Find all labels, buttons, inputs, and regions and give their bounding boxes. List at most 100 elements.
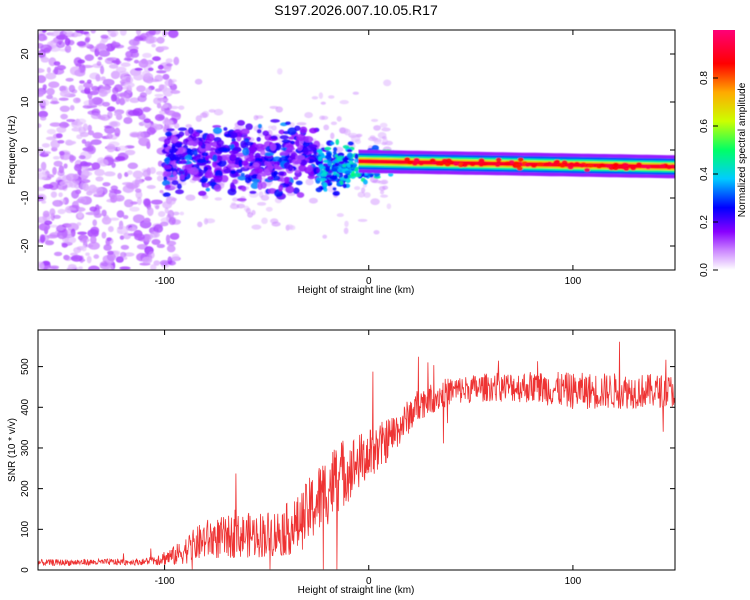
spectrogram-cell: [83, 82, 94, 89]
spectrogram-cell: [277, 171, 285, 176]
spectrogram-cell: [353, 172, 362, 178]
spectrogram-cell: [165, 110, 176, 116]
spectrogram-cell: [350, 135, 361, 143]
spectrogram-cell: [106, 133, 113, 140]
spectrogram-cell: [356, 133, 363, 138]
spectrogram-cell: [86, 255, 92, 264]
spectrogram-cell: [38, 168, 43, 172]
spectrogram-cell: [178, 160, 188, 165]
spectrogram-cell: [145, 87, 153, 95]
spectrogram-cell: [418, 161, 425, 166]
spectrogram-cell: [117, 145, 128, 151]
spectrogram-cell: [298, 164, 307, 172]
y-tick-label: 0: [20, 567, 31, 573]
spectrogram-cell: [98, 49, 111, 57]
spectrogram-cell: [524, 163, 531, 167]
spectrogram-cell: [156, 243, 165, 249]
spectrogram-cell: [296, 122, 307, 126]
spectrogram-cell: [249, 190, 257, 195]
spectrogram-cell: [171, 143, 176, 149]
spectrogram-cell: [143, 198, 151, 207]
spectrogram-cell: [83, 171, 93, 176]
spectrogram-cell: [40, 56, 50, 63]
spectrogram-cell: [226, 163, 237, 169]
spectrogram-cell: [77, 59, 85, 64]
spectrogram-cell: [257, 182, 263, 190]
spectrogram-cell: [151, 43, 156, 48]
x-tick-label: 100: [565, 576, 582, 587]
spectrogram-cell: [320, 101, 326, 105]
spectrogram-cell: [171, 180, 179, 186]
spectrogram-cell: [87, 130, 95, 136]
spectrogram-cell: [175, 189, 184, 195]
spectrogram-cell: [171, 136, 179, 143]
spectrogram-cell: [108, 225, 114, 233]
spectrogram-cell: [478, 158, 485, 163]
spectrogram-cell: [64, 44, 72, 53]
spectrogram-cell: [71, 200, 79, 210]
spectrogram-cell: [448, 160, 454, 164]
spectrogram-cell: [296, 133, 306, 142]
spectrogram-cell: [106, 264, 114, 270]
spectrogram-cell: [543, 162, 550, 166]
spectrogram-cell: [165, 234, 171, 244]
spectrogram-cell: [179, 211, 185, 216]
colorbar-tick-label: 0.4: [699, 167, 710, 181]
colorbar-ticks: 0.0 0.2 0.4 0.6 0.8: [699, 71, 718, 277]
spectrogram-cell: [55, 34, 68, 40]
spectrogram-cell: [325, 166, 331, 173]
spectrogram-cell: [49, 208, 56, 217]
spectrogram-cell: [641, 164, 647, 169]
spectrogram-cell: [294, 169, 300, 173]
spectrogram-cell: [336, 182, 341, 187]
spectrogram-cell: [119, 97, 126, 106]
spectrogram-cell: [86, 79, 92, 84]
spectrogram-cell: [195, 115, 202, 122]
spectrogram-cell: [169, 105, 179, 110]
spectrogram-cell: [146, 167, 151, 175]
spectrogram-cell: [229, 153, 237, 161]
spectrogram-cell: [135, 190, 143, 200]
spectrogram-cell: [441, 158, 448, 163]
spectrogram-cell: [352, 164, 357, 169]
spectrogram-cell: [141, 256, 153, 264]
spectrogram-cell: [295, 154, 306, 161]
spectrogram-cell: [612, 162, 619, 167]
spectrogram-cell: [50, 191, 58, 198]
spectrogram-cell: [293, 176, 299, 180]
spectrogram-cell: [346, 152, 353, 159]
spectrogram-cell: [78, 155, 86, 160]
spectrogram-cell: [133, 73, 144, 81]
chart-title: S197.2026.007.10.05.R17: [274, 2, 438, 18]
spectrogram-cell: [107, 30, 119, 37]
spectrogram-cell: [76, 118, 87, 125]
spectrogram-cell: [48, 81, 60, 89]
spectrogram-cell: [53, 160, 63, 167]
spectrogram-cell: [85, 252, 90, 256]
spectrogram-cell: [212, 127, 223, 135]
spectrogram-cell: [192, 131, 200, 138]
spectrogram-cell: [333, 147, 338, 152]
spectrogram-cell: [108, 120, 121, 128]
spectrogram-cell: [212, 161, 217, 168]
spectrogram-cell: [144, 234, 152, 243]
spectrogram-cell: [347, 141, 354, 146]
spectrogram-cell: [127, 162, 139, 170]
spectrogram-cell: [139, 92, 148, 98]
spectrogram-cell: [42, 84, 47, 90]
spectrogram-cell: [105, 239, 111, 247]
spectrogram-cell: [165, 131, 173, 137]
spectrogram-cell: [90, 226, 100, 235]
spectrogram-cell: [236, 203, 246, 209]
spectrogram-cell: [77, 211, 83, 219]
spectrogram-cell: [101, 231, 107, 239]
spectrogram-cell: [514, 163, 521, 168]
spectrogram-cell: [143, 217, 151, 223]
spectrogram-cell: [150, 264, 157, 270]
spectrogram-cell: [187, 127, 194, 135]
spectrogram-cell: [78, 266, 83, 270]
spectrogram-heatmap: [38, 30, 675, 270]
spectrogram-cell: [108, 64, 119, 69]
spectrogram-cell: [157, 210, 166, 218]
